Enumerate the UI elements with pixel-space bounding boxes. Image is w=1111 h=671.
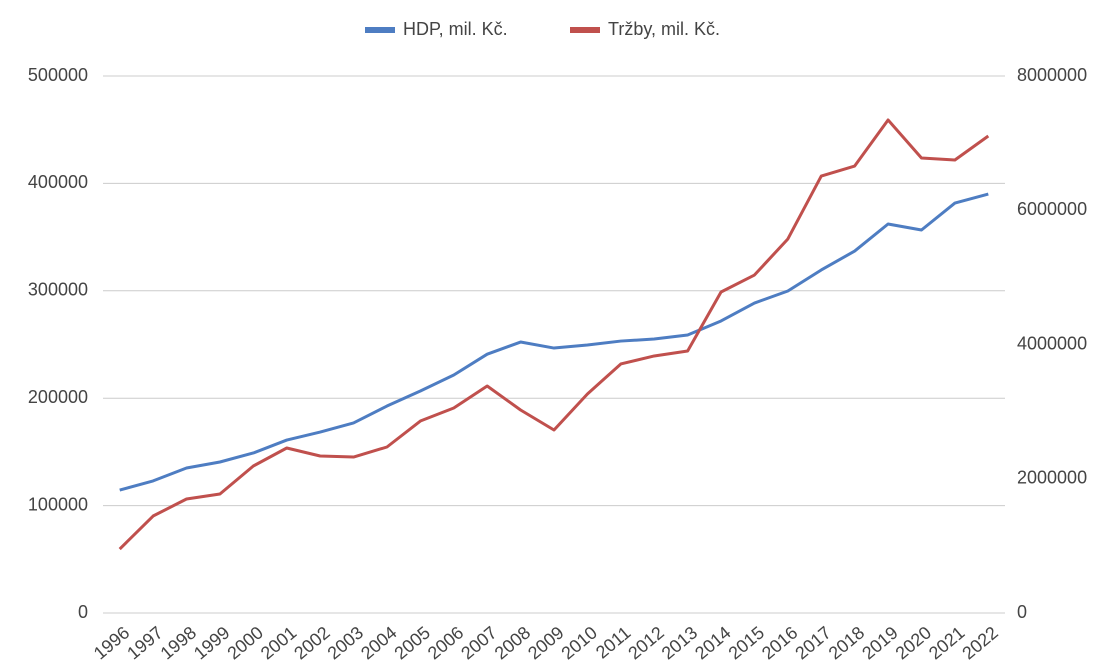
x-tick-label: 2007 bbox=[457, 622, 501, 663]
x-tick-label: 2012 bbox=[624, 622, 668, 663]
x-tick-label: 2008 bbox=[491, 622, 535, 663]
y-tick-label: 100000 bbox=[28, 494, 88, 514]
x-tick-label: 1996 bbox=[90, 622, 134, 663]
y2-tick-label: 2000000 bbox=[1017, 468, 1087, 488]
legend-swatch bbox=[365, 27, 395, 33]
legend-label: HDP, mil. Kč. bbox=[403, 19, 508, 39]
x-tick-label: 2004 bbox=[357, 622, 401, 663]
x-tick-label: 2019 bbox=[858, 622, 902, 663]
x-tick-label: 2003 bbox=[324, 622, 368, 663]
y-tick-label: 200000 bbox=[28, 387, 88, 407]
x-tick-label: 2017 bbox=[791, 622, 835, 663]
x-tick-label: 2013 bbox=[658, 622, 702, 663]
y2-tick-label: 6000000 bbox=[1017, 199, 1087, 219]
x-tick-label: 2002 bbox=[290, 622, 334, 663]
legend-swatch bbox=[570, 27, 600, 33]
x-tick-label: 2005 bbox=[390, 622, 434, 663]
y-tick-label: 400000 bbox=[28, 172, 88, 192]
x-tick-label: 1998 bbox=[157, 622, 201, 663]
y2-tick-label: 0 bbox=[1017, 602, 1027, 622]
x-tick-label: 2015 bbox=[725, 622, 769, 663]
x-tick-label: 2010 bbox=[557, 622, 601, 663]
x-tick-label: 2021 bbox=[925, 622, 969, 663]
y-tick-label: 500000 bbox=[28, 65, 88, 85]
x-tick-label: 1997 bbox=[123, 622, 167, 663]
y2-tick-label: 8000000 bbox=[1017, 65, 1087, 85]
x-tick-label: 2022 bbox=[958, 622, 1002, 663]
x-tick-label: 2014 bbox=[691, 622, 735, 663]
x-tick-label: 2020 bbox=[892, 622, 936, 663]
y-tick-label: 0 bbox=[78, 602, 88, 622]
series-line bbox=[118, 118, 990, 551]
x-tick-label: 2006 bbox=[424, 622, 468, 663]
legend-label: Tržby, mil. Kč. bbox=[608, 19, 720, 39]
x-tick-label: 2001 bbox=[257, 622, 301, 663]
x-tick-label: 2018 bbox=[825, 622, 869, 663]
x-tick-label: 2011 bbox=[592, 622, 635, 662]
x-tick-label: 1999 bbox=[190, 622, 234, 663]
x-tick-label: 2000 bbox=[223, 622, 267, 663]
series-line bbox=[119, 192, 989, 492]
y2-tick-label: 4000000 bbox=[1017, 333, 1087, 353]
x-tick-label: 2016 bbox=[758, 622, 802, 663]
x-tick-label: 2009 bbox=[524, 622, 568, 663]
y-tick-label: 300000 bbox=[28, 280, 88, 300]
